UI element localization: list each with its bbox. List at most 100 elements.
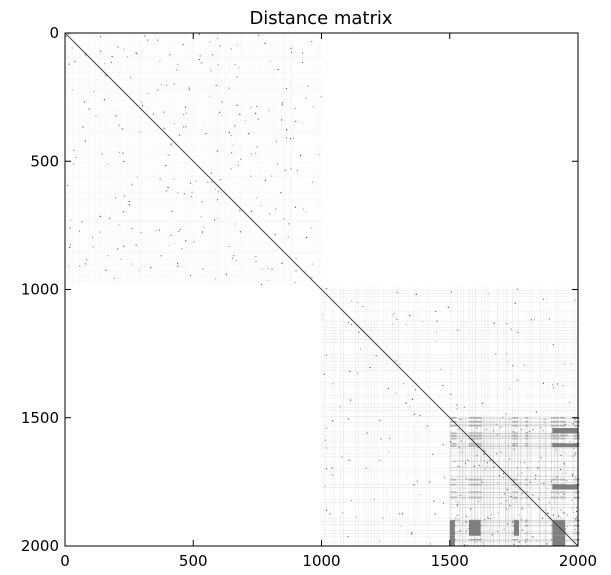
matrix-cell	[450, 393, 452, 396]
matrix-cell	[535, 411, 537, 413]
matrix-cell	[523, 364, 526, 366]
matrix-col-texture	[367, 286, 369, 546]
matrix-cell	[234, 64, 236, 66]
matrix-dense-row	[449, 539, 578, 541]
matrix-col-texture	[416, 286, 418, 546]
matrix-cell	[135, 244, 137, 246]
matrix-row-texture	[65, 67, 322, 69]
matrix-cell	[68, 265, 70, 267]
matrix-cell	[290, 51, 293, 54]
matrix-cell	[234, 125, 236, 127]
matrix-cell	[190, 195, 192, 198]
matrix-cell	[167, 186, 169, 189]
matrix-cell	[416, 480, 419, 482]
matrix-cell	[349, 399, 352, 401]
matrix-cell	[508, 388, 510, 390]
matrix-cell	[199, 55, 201, 57]
matrix-cell	[574, 454, 576, 456]
matrix-cell	[177, 262, 179, 264]
matrix-cell	[255, 260, 257, 263]
matrix-cell	[482, 449, 484, 451]
matrix-col-texture	[90, 33, 91, 285]
matrix-cell	[141, 104, 144, 107]
x-tick-label: 2000	[559, 552, 597, 570]
matrix-cell	[294, 281, 296, 284]
matrix-cell	[347, 322, 349, 324]
matrix-cell	[490, 514, 492, 516]
matrix-cell	[179, 134, 181, 136]
matrix-cell	[548, 502, 551, 504]
matrix-cell	[305, 97, 307, 99]
matrix-cell	[435, 340, 437, 343]
matrix-cell	[185, 240, 187, 242]
matrix-dense-block	[552, 428, 578, 434]
matrix-cell	[117, 248, 119, 250]
matrix-col-texture	[520, 417, 522, 546]
matrix-cell	[403, 383, 405, 385]
matrix-cell	[389, 437, 391, 440]
matrix-cell	[230, 48, 232, 50]
matrix-cell	[548, 433, 550, 435]
matrix-cell	[311, 277, 313, 279]
matrix-row-texture	[65, 111, 322, 113]
matrix-cell	[290, 168, 292, 170]
matrix-cell	[168, 245, 170, 247]
matrix-cell	[228, 132, 230, 134]
matrix-cell	[365, 467, 368, 469]
matrix-row-texture	[65, 219, 322, 221]
matrix-col-texture	[572, 417, 574, 546]
matrix-cell	[268, 110, 270, 112]
matrix-col-texture	[217, 33, 218, 285]
matrix-cell	[550, 468, 552, 470]
matrix-col-texture	[511, 417, 512, 546]
matrix-cell	[375, 355, 377, 357]
matrix-cell	[562, 433, 564, 435]
matrix-row-texture	[449, 466, 578, 468]
matrix-col-texture	[99, 33, 101, 285]
matrix-col-texture	[514, 417, 515, 546]
matrix-cell	[261, 268, 263, 270]
matrix-cell	[228, 87, 230, 89]
matrix-cell	[460, 440, 462, 442]
matrix-cell	[465, 463, 467, 465]
matrix-row-texture	[321, 354, 578, 356]
matrix-cell	[287, 236, 289, 238]
matrix-cell	[466, 478, 468, 480]
matrix-row-texture	[321, 410, 578, 411]
matrix-cell	[284, 169, 286, 171]
matrix-cell	[230, 152, 233, 154]
matrix-cell	[572, 511, 574, 514]
matrix-col-texture	[138, 33, 140, 285]
matrix-cell	[118, 224, 120, 226]
matrix-cell	[532, 536, 534, 538]
matrix-cell	[530, 319, 533, 321]
matrix-cell	[167, 154, 169, 156]
matrix-cell	[111, 56, 113, 58]
matrix-cell	[513, 543, 515, 545]
matrix-col-texture	[558, 286, 560, 546]
matrix-cell	[280, 192, 282, 194]
matrix-row-texture	[65, 231, 322, 233]
matrix-cell	[183, 126, 185, 128]
matrix-cell	[465, 521, 467, 523]
matrix-cell	[466, 544, 469, 546]
matrix-cell	[325, 468, 328, 470]
matrix-cell	[369, 366, 371, 369]
matrix-cell	[325, 354, 327, 356]
matrix-cell	[136, 176, 138, 178]
matrix-row-texture	[321, 370, 578, 371]
matrix-cell	[382, 517, 384, 519]
matrix-col-texture	[484, 286, 486, 546]
matrix-row-texture	[65, 113, 322, 115]
matrix-cell	[411, 532, 413, 534]
matrix-cell	[516, 288, 518, 290]
matrix-row-texture	[65, 83, 322, 85]
matrix-cell	[400, 525, 402, 527]
matrix-row-texture	[321, 311, 578, 313]
matrix-cell	[331, 467, 333, 469]
matrix-cell	[571, 475, 574, 477]
matrix-col-texture	[318, 33, 320, 285]
matrix-cell	[68, 33, 70, 35]
matrix-cell	[250, 106, 252, 109]
matrix-cell	[393, 313, 395, 315]
